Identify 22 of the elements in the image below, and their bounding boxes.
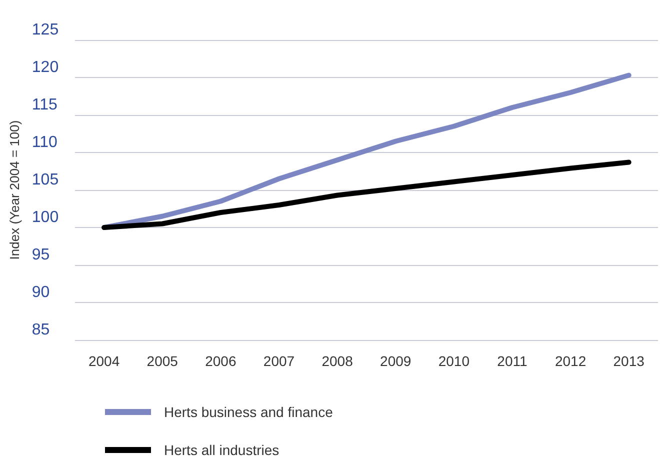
y-tick-label: 90 [32, 284, 50, 301]
x-tick-label: 2005 [146, 353, 178, 369]
legend-label: Herts business and finance [164, 404, 334, 420]
x-tick-label: 2011 [497, 353, 528, 369]
legend-label: Herts all industries [164, 442, 280, 458]
y-axis-title: Index (Year 2004 = 100) [7, 120, 22, 260]
y-tick-label: 85 [32, 322, 50, 338]
x-tick-label: 2010 [438, 353, 470, 369]
y-tick-label: 115 [32, 96, 58, 114]
x-tick-label: 2012 [554, 353, 586, 369]
x-tick-label: 2008 [322, 353, 354, 369]
x-tick-label: 2006 [205, 353, 236, 369]
x-tick-label: 2004 [88, 353, 120, 369]
x-tick-label: 2007 [263, 353, 295, 369]
y-tick-label: 125 [32, 22, 59, 38]
x-tick-label: 2013 [613, 353, 645, 369]
y-tick-label: 95 [32, 246, 50, 264]
y-tick-label: 110 [32, 134, 58, 151]
y-tick-label: 120 [32, 59, 59, 76]
y-tick-label: 105 [32, 172, 59, 188]
x-tick-label: 2009 [380, 353, 412, 369]
y-tick-label: 100 [32, 209, 59, 226]
